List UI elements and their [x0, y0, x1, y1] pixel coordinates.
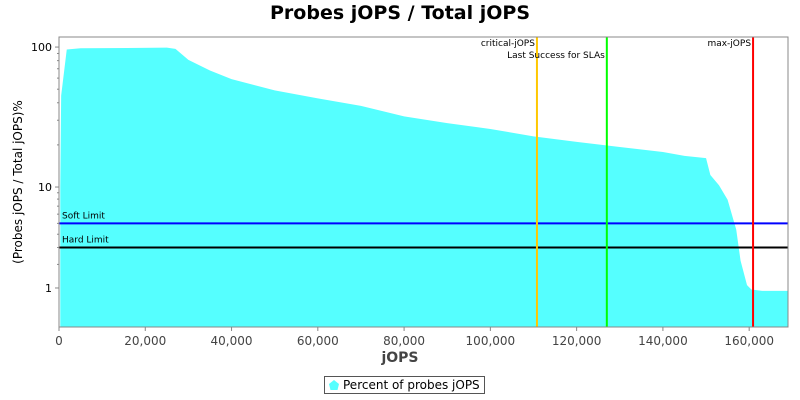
legend: Percent of probes jOPS: [324, 376, 485, 394]
y-tick-label: 1: [45, 282, 52, 295]
chart-title: Probes jOPS / Total jOPS: [270, 2, 530, 24]
x-tick-label: 100,000: [466, 334, 516, 348]
hline-label: Soft Limit: [62, 211, 105, 221]
x-tick-label: 160,000: [724, 334, 774, 348]
plot-frame: [58, 36, 789, 328]
y-tick-label: 100: [31, 41, 52, 54]
x-tick-label: 120,000: [552, 334, 602, 348]
legend-swatch-icon: [329, 380, 339, 390]
x-tick-label: 0: [55, 334, 63, 348]
x-tick-label: 80,000: [383, 334, 425, 348]
legend-label: Percent of probes jOPS: [343, 378, 480, 392]
vline-label: Last Success for SLAs: [507, 51, 605, 61]
y-axis-label: (Probes jOPS / Total jOPS)%: [11, 100, 25, 264]
series-area: [60, 47, 789, 328]
x-tick-label: 40,000: [211, 334, 253, 348]
x-axis-label: jOPS: [380, 350, 418, 366]
y-tick-label: 10: [38, 181, 52, 194]
x-tick-label: 140,000: [638, 334, 688, 348]
hline-label: Hard Limit: [62, 235, 109, 245]
vline-label: critical-jOPS: [481, 39, 535, 49]
x-tick-label: 20,000: [124, 334, 166, 348]
x-tick-label: 60,000: [297, 334, 339, 348]
vline-label: max-jOPS: [707, 39, 751, 49]
